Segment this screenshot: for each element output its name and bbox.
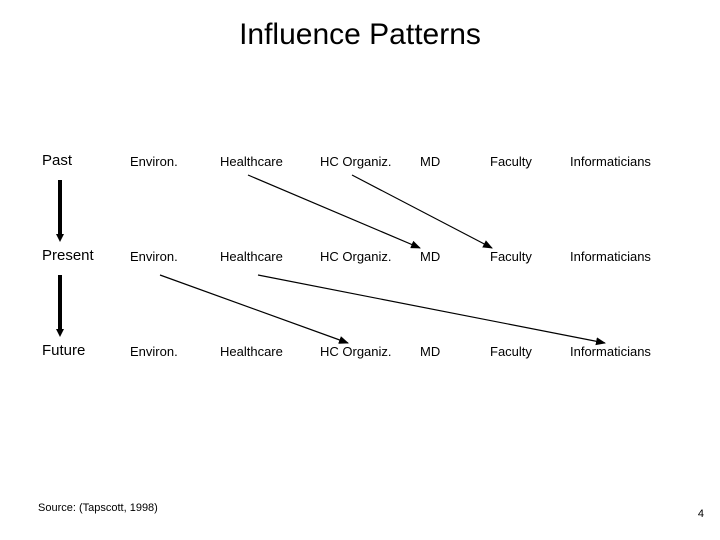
source-citation: Source: (Tapscott, 1998) [38, 502, 158, 514]
influence-arrow-3 [258, 275, 605, 343]
arrows-layer [0, 0, 720, 540]
influence-arrow-1 [352, 175, 492, 248]
influence-arrow-2 [160, 275, 348, 343]
page-number: 4 [698, 508, 704, 520]
influence-arrow-0 [248, 175, 420, 248]
